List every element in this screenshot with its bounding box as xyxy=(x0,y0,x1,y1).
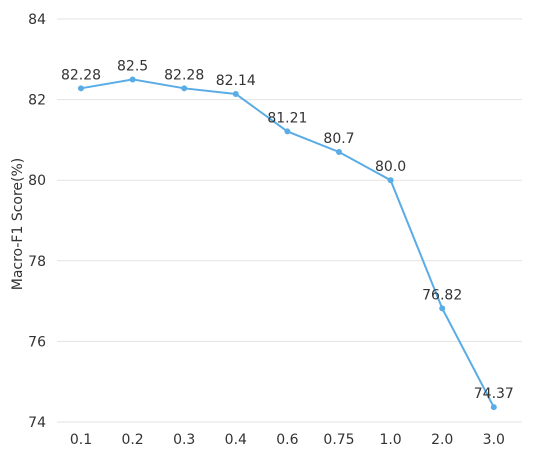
data-label: 80.0 xyxy=(375,159,406,175)
data-label: 82.28 xyxy=(164,67,204,83)
y-tick-label: 76 xyxy=(28,334,46,350)
data-label: 82.5 xyxy=(117,58,148,74)
y-tick-label: 80 xyxy=(28,173,46,189)
y-tick-label: 84 xyxy=(28,12,46,28)
data-point xyxy=(129,76,136,83)
data-label: 74.37 xyxy=(474,386,514,402)
y-tick-label: 82 xyxy=(28,93,46,109)
data-label: 80.7 xyxy=(323,131,354,147)
x-tick-label: 0.75 xyxy=(323,432,354,448)
data-point xyxy=(336,148,342,155)
x-tick-label: 0.6 xyxy=(276,432,298,448)
y-axis-label: Macro-F1 Score(%) xyxy=(10,158,26,291)
data-point xyxy=(78,85,84,92)
data-point xyxy=(439,305,446,312)
x-tick-label: 0.4 xyxy=(225,432,247,448)
data-points xyxy=(78,76,497,411)
x-tick-label: 1.0 xyxy=(379,432,401,448)
grid-lines xyxy=(57,18,522,423)
y-tick-label: 74 xyxy=(28,415,46,431)
data-point xyxy=(181,85,188,92)
x-tick-label: 0.1 xyxy=(70,432,92,448)
data-labels: 82.28 82.5 82.28 82.14 81.21 80.7 80.0 76.82 74.… xyxy=(61,58,514,402)
data-label: 82.28 xyxy=(61,67,101,83)
data-point xyxy=(387,177,394,184)
data-label: 82.14 xyxy=(216,73,256,89)
data-point xyxy=(490,404,497,411)
data-label: 81.21 xyxy=(267,110,307,126)
y-axis-ticks: 74 76 78 80 82 84 xyxy=(28,12,46,431)
x-tick-label: 0.3 xyxy=(173,432,195,448)
x-axis-ticks: 0.1 0.2 0.3 0.4 0.6 0.75 1.0 2.0 3.0 xyxy=(70,432,505,448)
x-tick-label: 3.0 xyxy=(483,432,505,448)
y-tick-label: 78 xyxy=(28,254,46,270)
x-tick-label: 2.0 xyxy=(431,432,453,448)
data-point xyxy=(232,90,239,97)
data-point xyxy=(284,128,291,135)
data-label: 76.82 xyxy=(422,287,462,303)
x-tick-label: 0.2 xyxy=(121,432,143,448)
